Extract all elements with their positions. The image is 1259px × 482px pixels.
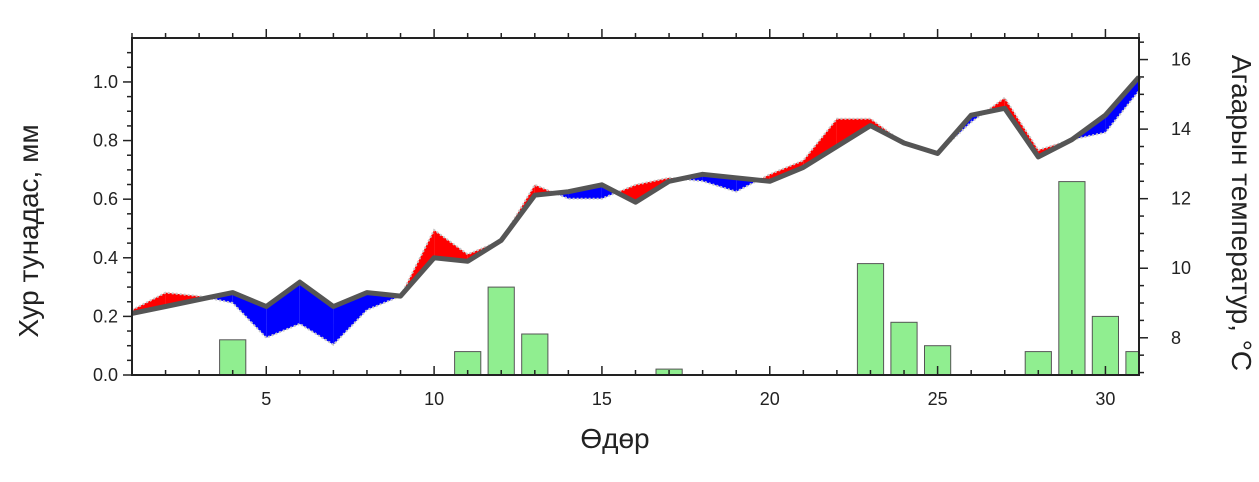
y-tick-label: 0.0 — [93, 365, 118, 385]
precipitation-bar — [487, 286, 515, 376]
y2-axis-title: Агаарын температур, °С — [1226, 55, 1257, 371]
precipitation-bar — [219, 339, 247, 376]
bars-layer — [219, 181, 1140, 376]
y2-tick-label: 12 — [1171, 189, 1191, 209]
precipitation-bar — [1058, 181, 1086, 376]
precipitation-bar — [856, 263, 885, 376]
y-tick-label: 0.4 — [93, 248, 118, 268]
warm-anomaly-fill — [434, 230, 468, 262]
x-tick-label: 5 — [261, 389, 271, 409]
cold-anomaly-fill — [266, 282, 300, 338]
precipitation-bar — [521, 333, 549, 376]
warm-anomaly-fill — [400, 230, 435, 297]
x-tick-label: 20 — [760, 389, 780, 409]
y-tick-label: 1.0 — [93, 72, 118, 92]
base-temperature-line — [131, 75, 1141, 316]
y2-tick-label: 16 — [1171, 50, 1191, 70]
y-axis-title: Хур тунадас, мм — [13, 124, 44, 337]
y-tick-label: 0.2 — [93, 306, 118, 326]
x-tick-label: 25 — [928, 389, 948, 409]
y-tick-label: 0.8 — [93, 131, 118, 151]
x-axis-title: Өдөр — [580, 423, 649, 454]
ticks-layer: 5 10 15 20 25 30 0.0 0.2 0.4 0.6 0.8 1.0 8 10 12 14 16 — [93, 29, 1191, 409]
y2-tick-label: 10 — [1171, 258, 1191, 278]
lines-layer — [131, 75, 1141, 346]
y2-tick-label: 8 — [1171, 328, 1181, 348]
y2-tick-label: 14 — [1171, 119, 1191, 139]
x-tick-label: 10 — [424, 389, 444, 409]
cold-anomaly-fill — [1105, 77, 1139, 133]
precipitation-bar — [890, 321, 918, 376]
temperature-series-line — [131, 90, 1140, 346]
warm-anomaly-fill — [803, 118, 837, 168]
y-tick-label: 0.6 — [93, 189, 118, 209]
precipitation-bar — [1091, 315, 1120, 376]
x-tick-label: 30 — [1095, 389, 1115, 409]
precipitation-bar — [1125, 351, 1140, 376]
fill-layer — [132, 77, 1139, 345]
x-tick-label: 15 — [592, 389, 612, 409]
